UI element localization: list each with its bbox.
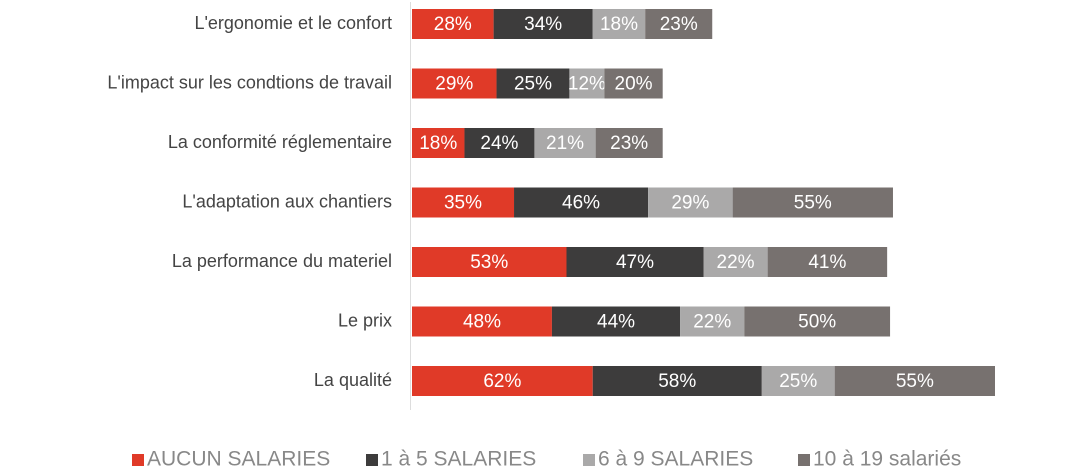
value-label: 29% — [435, 74, 473, 95]
category-label: L'adaptation aux chantiers — [182, 191, 392, 211]
bar-segment — [680, 306, 745, 337]
value-label: 53% — [470, 252, 508, 273]
value-label: 46% — [562, 193, 600, 214]
value-label: 23% — [610, 133, 648, 154]
bar-segment — [412, 247, 567, 277]
legend-swatch — [366, 454, 378, 466]
bar-segment — [551, 306, 681, 337]
value-label: 22% — [717, 252, 755, 273]
value-label: 34% — [524, 14, 562, 35]
bar-segment — [412, 187, 515, 218]
bar-segment — [514, 187, 649, 218]
bar-segment — [412, 128, 465, 158]
category-label: La qualité — [314, 370, 392, 390]
value-label: 22% — [693, 312, 731, 333]
bar-segment — [566, 247, 704, 277]
value-label: 18% — [600, 14, 638, 35]
bar-segment — [534, 128, 596, 158]
bar-segment — [412, 9, 494, 39]
value-label: 24% — [480, 133, 518, 154]
bar-segment — [834, 366, 995, 396]
legend-swatch — [132, 454, 144, 466]
value-label: 41% — [808, 252, 846, 273]
legend-swatch — [798, 454, 810, 466]
value-label: 23% — [660, 14, 698, 35]
bar-segment — [595, 128, 663, 158]
bar-segment — [496, 68, 570, 99]
value-label: 62% — [483, 371, 521, 392]
category-label: La performance du materiel — [172, 251, 392, 271]
bar-segment — [412, 68, 497, 99]
bar-segment — [464, 128, 535, 158]
value-label: 58% — [658, 371, 696, 392]
value-label: 44% — [597, 312, 635, 333]
legend-label: 6 à 9 SALARIES — [598, 448, 753, 468]
bar-segment — [767, 247, 888, 277]
bar-segment — [412, 306, 552, 337]
category-label: L'impact sur les condtions de travail — [107, 72, 392, 92]
value-label: 25% — [779, 371, 817, 392]
value-label: 21% — [546, 133, 584, 154]
value-label: 35% — [444, 193, 482, 214]
category-label: Le prix — [338, 310, 392, 330]
bar-segment — [592, 366, 762, 396]
value-label: 48% — [463, 312, 501, 333]
bar-segment — [604, 68, 663, 99]
legend-swatch — [583, 454, 595, 466]
value-label: 25% — [514, 74, 552, 95]
bar-segment — [648, 187, 733, 218]
bar-segment — [732, 187, 893, 218]
value-label: 28% — [434, 14, 472, 35]
bar-segment — [744, 306, 891, 337]
value-label: 47% — [616, 252, 654, 273]
value-label: 29% — [671, 193, 709, 214]
bar-segment — [493, 9, 593, 39]
bar-segment — [569, 68, 605, 99]
value-label: 12% — [568, 74, 606, 95]
bar-segment — [412, 366, 593, 396]
category-label: La conformité réglementaire — [168, 132, 392, 152]
value-label: 18% — [419, 133, 457, 154]
bar-segment — [645, 9, 713, 39]
bar-segment — [703, 247, 768, 277]
legend-label: AUCUN SALARIES — [147, 448, 330, 468]
category-label: L'ergonomie et le confort — [194, 13, 392, 33]
value-label: 55% — [896, 371, 934, 392]
legend-label: 10 à 19 salariés — [813, 448, 961, 468]
legend-label: 1 à 5 SALARIES — [381, 448, 536, 468]
value-label: 50% — [798, 312, 836, 333]
value-label: 20% — [615, 74, 653, 95]
bar-segment — [761, 366, 835, 396]
value-label: 55% — [794, 193, 832, 214]
bar-segment — [592, 9, 646, 39]
